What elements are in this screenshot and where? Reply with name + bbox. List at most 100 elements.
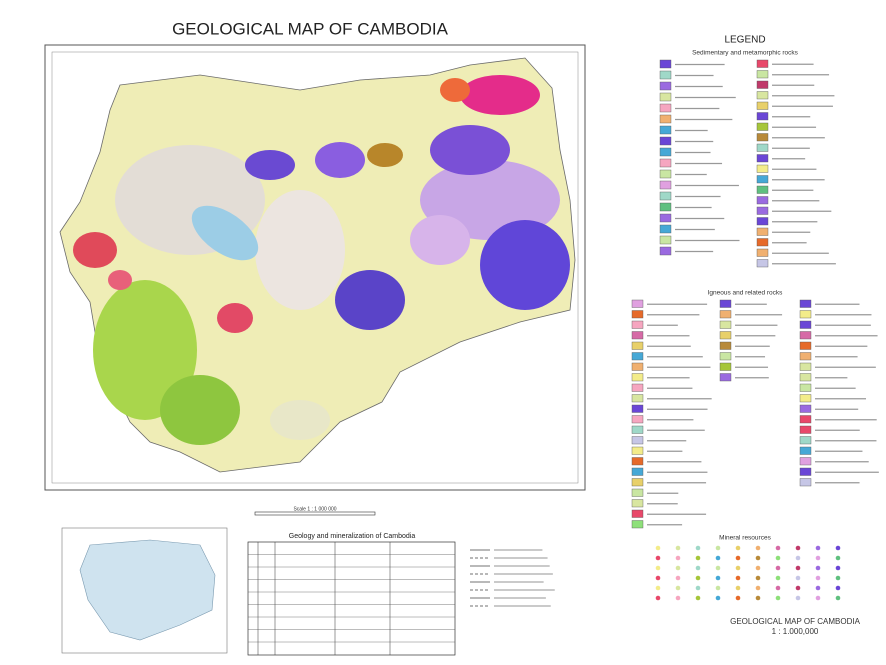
map-inner-frame: [51, 51, 579, 484]
mineral-symbol: [735, 595, 741, 601]
mineral-symbol: [795, 565, 801, 571]
geology-unit: [410, 215, 470, 265]
mineral-symbol: [775, 545, 781, 551]
legend-swatch: [631, 488, 644, 497]
mineral-symbol: [695, 555, 701, 561]
legend-swatch: [659, 92, 672, 102]
legend-swatch: [659, 213, 672, 223]
legend-swatch: [799, 299, 812, 308]
legend-swatch: [631, 446, 644, 455]
legend-swatch: [631, 341, 644, 350]
legend-swatch: [659, 59, 672, 69]
mineral-symbol: [675, 555, 681, 561]
mineral-symbol: [655, 585, 661, 591]
mineral-symbol: [715, 555, 721, 561]
mineral-symbol: [695, 575, 701, 581]
legend-swatch: [631, 457, 644, 466]
table-frame: [247, 541, 456, 656]
legend-swatch: [799, 425, 812, 434]
mineral-symbol: [755, 565, 761, 571]
legend-section-title: Igneous and related rocks: [708, 290, 784, 297]
legend-swatch: [631, 499, 644, 508]
legend-swatch: [756, 112, 769, 121]
table-title: Geology and mineralization of Cambodia: [289, 533, 416, 540]
legend-swatch: [631, 373, 644, 382]
mineral-symbol: [735, 585, 741, 591]
legend-swatch: [719, 362, 732, 371]
legend-swatch: [719, 310, 732, 319]
mineral-symbol: [655, 565, 661, 571]
legend-section-title: Mineral resources: [719, 535, 771, 542]
legend-swatch: [799, 331, 812, 340]
mineral-symbol: [795, 575, 801, 581]
footer-scale: 1 : 1.000,000: [772, 627, 819, 636]
mineral-symbol: [755, 595, 761, 601]
legend-swatch: [756, 227, 769, 236]
legend-title: LEGEND: [724, 35, 765, 46]
legend-swatch: [756, 91, 769, 100]
legend-swatch: [659, 147, 672, 157]
mineral-symbol: [835, 595, 841, 601]
legend-swatch: [631, 310, 644, 319]
scale-bar: [254, 511, 376, 516]
legend-swatch: [631, 509, 644, 518]
legend-swatch: [799, 457, 812, 466]
legend-swatch: [799, 467, 812, 476]
legend-swatch: [756, 80, 769, 89]
mineral-symbol: [695, 585, 701, 591]
geology-unit: [270, 400, 330, 440]
legend-swatch: [756, 175, 769, 184]
legend-swatch: [631, 331, 644, 340]
legend-swatch: [799, 478, 812, 487]
line-legend: [470, 549, 555, 607]
legend-swatch: [756, 59, 769, 68]
legend-swatch: [631, 467, 644, 476]
mineral-symbol: [775, 575, 781, 581]
mineral-symbol: [755, 585, 761, 591]
mineral-symbol: [755, 545, 761, 551]
legend-swatch: [799, 341, 812, 350]
legend-swatch: [756, 122, 769, 131]
mineral-symbol: [795, 555, 801, 561]
legend-swatch: [756, 185, 769, 194]
legend-swatch: [631, 478, 644, 487]
legend-swatch: [631, 394, 644, 403]
legend-swatch: [799, 352, 812, 361]
mineral-symbol: [675, 595, 681, 601]
geology-unit: [460, 75, 540, 115]
legend-swatch: [799, 310, 812, 319]
inset-map: [61, 527, 228, 654]
mineral-symbol: [655, 595, 661, 601]
mineral-symbol: [775, 565, 781, 571]
legend-swatch: [799, 446, 812, 455]
geology-unit: [160, 375, 240, 445]
geology-unit: [440, 78, 470, 102]
legend: LEGEND Sedimentary and metamorphic rocks…: [631, 35, 879, 601]
geology-table: Geology and mineralization of Cambodia: [247, 533, 456, 656]
legend-swatch: [659, 70, 672, 80]
mineral-symbol: [715, 565, 721, 571]
mineral-symbol: [815, 585, 821, 591]
legend-swatch: [756, 101, 769, 110]
mineral-symbol: [815, 565, 821, 571]
geology-unit: [217, 303, 253, 333]
mineral-symbol: [795, 585, 801, 591]
footer-title: GEOLOGICAL MAP OF CAMBODIA: [730, 617, 860, 626]
legend-swatch: [756, 143, 769, 152]
mineral-symbol: [715, 595, 721, 601]
mineral-symbol: [815, 575, 821, 581]
mineral-symbol: [655, 545, 661, 551]
legend-swatch: [756, 133, 769, 142]
legend-swatch: [631, 299, 644, 308]
legend-swatch: [659, 191, 672, 201]
geology-unit: [430, 125, 510, 175]
mineral-symbol: [755, 575, 761, 581]
mineral-symbol: [815, 595, 821, 601]
legend-swatch: [659, 202, 672, 212]
mineral-symbol: [655, 555, 661, 561]
legend-swatch: [659, 136, 672, 146]
mineral-symbol: [715, 585, 721, 591]
legend-swatch: [659, 103, 672, 113]
legend-swatch: [719, 331, 732, 340]
